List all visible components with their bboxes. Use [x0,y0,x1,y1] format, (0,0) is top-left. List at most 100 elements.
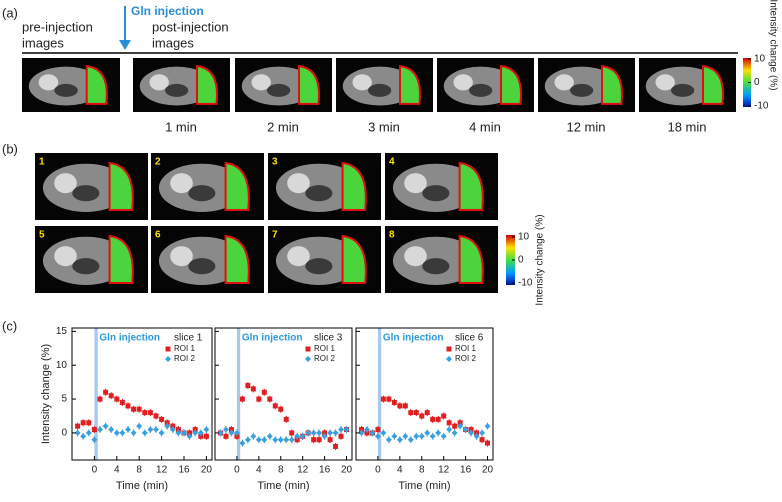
post-label: post-injection [152,19,229,34]
mri-organ [305,258,333,275]
mri-organ [305,185,333,202]
panel-label: (a) [2,5,18,20]
mri-organ [38,74,59,91]
mri-organ [422,258,450,275]
data-point [197,429,204,436]
data-point [343,426,350,433]
x-tick-label: 12 [156,465,168,476]
data-point [136,423,143,430]
arrow-head [119,40,131,50]
colorbar-label: Intensity change (%) [767,0,778,91]
legend-title: slice 3 [314,333,343,344]
slice-number: 5 [39,230,45,241]
x-tick-label: 8 [136,465,142,476]
tumor-map [341,161,367,211]
data-point [440,433,447,440]
data-point [375,427,381,433]
mri-organ [188,258,216,275]
pre-label: pre-injection [22,19,93,34]
data-point [186,433,193,440]
data-point [283,436,290,443]
data-point [327,429,334,436]
x-tick-label: 0 [234,465,240,476]
data-point [272,403,278,409]
data-point [108,426,115,433]
data-point [266,433,273,440]
data-point [108,393,114,399]
mri-organ [570,83,594,97]
x-tick-label: 4 [397,465,403,476]
x-tick-label: 0 [92,465,98,476]
tumor-map [500,64,522,105]
data-point [102,423,109,430]
mri-organ [352,74,372,91]
data-point [217,429,224,436]
data-point [192,429,199,436]
legend-marker [305,356,311,362]
data-point [473,433,480,440]
data-point [125,403,131,409]
data-point [228,429,235,436]
data-point [305,429,312,436]
mri-organ [655,74,675,91]
colorbar-tick-label: 10 [754,54,766,65]
x-tick-label: 12 [297,465,309,476]
data-point [299,433,306,440]
data-point [380,429,387,436]
legend-label: ROI 1 [455,344,476,353]
data-point [363,426,370,433]
time-label: 12 min [566,119,605,134]
data-point [74,429,81,436]
data-point [435,416,441,422]
data-point [485,440,491,446]
data-point [97,396,103,402]
colorbar [506,235,515,285]
legend-title: slice 6 [455,333,484,344]
time-label: 18 min [667,119,706,134]
data-point [327,437,333,443]
data-point [125,426,131,433]
slice-number: 1 [39,157,45,168]
x-axis-label: Time (min) [398,480,450,492]
data-point [239,396,245,402]
data-point [446,426,453,433]
data-point [169,426,176,433]
data-point [380,396,386,402]
data-point [91,427,97,433]
tumor-map [702,64,724,105]
data-point [223,433,229,439]
data-point [397,403,403,409]
mri-organ [54,173,77,194]
data-point [435,429,442,436]
annotation: Gln injection [242,333,303,344]
data-point [75,423,81,429]
panel-label: (b) [2,141,18,156]
data-point [418,433,425,440]
legend-label: ROI 2 [314,354,335,363]
mri-organ [422,185,450,202]
mri-organ [267,83,291,97]
data-point [413,410,419,416]
data-point [402,403,408,409]
slice-number: 7 [272,230,278,241]
annotation: Gln injection [99,333,160,344]
legend-marker [446,346,452,352]
injection-band [377,328,382,460]
data-point [289,430,295,436]
tumor-map [458,161,484,211]
y-axis-label: Intensity change (%) [40,344,52,444]
tumor-map [85,64,108,105]
data-point [369,429,376,436]
time-label: 2 min [267,119,299,134]
data-point [468,429,475,436]
data-point [80,433,87,440]
data-point [244,436,251,443]
data-point [233,429,240,436]
data-point [85,429,92,436]
data-point [462,426,469,433]
legend-label: ROI 2 [455,354,476,363]
y-tick-label: 15 [56,326,68,337]
time-label: 1 min [165,119,197,134]
data-point [484,423,491,430]
slice-number: 3 [272,157,278,168]
